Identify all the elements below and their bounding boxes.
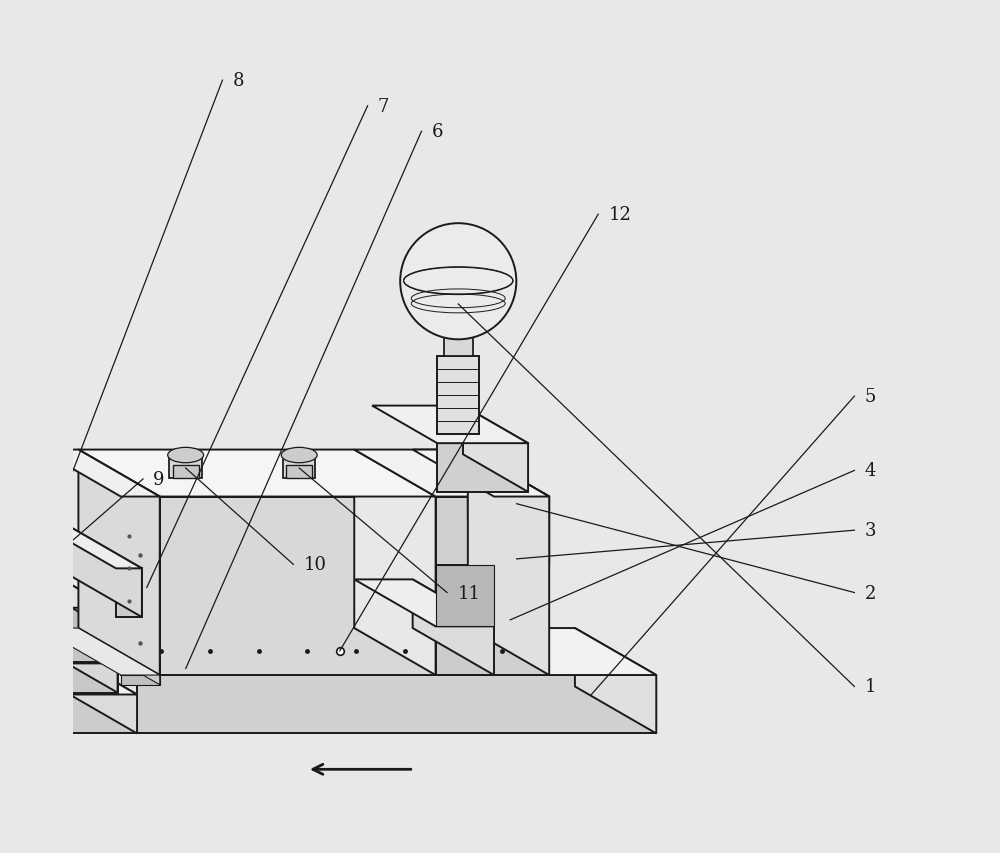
- Polygon shape: [494, 497, 549, 676]
- Polygon shape: [169, 456, 202, 479]
- Polygon shape: [0, 633, 114, 662]
- Polygon shape: [70, 527, 142, 618]
- Polygon shape: [78, 450, 436, 497]
- Text: 11: 11: [457, 583, 480, 602]
- Text: 7: 7: [378, 97, 389, 116]
- Polygon shape: [39, 589, 114, 662]
- Polygon shape: [0, 569, 111, 608]
- Polygon shape: [137, 676, 656, 734]
- Text: 12: 12: [608, 206, 631, 224]
- Polygon shape: [449, 328, 468, 337]
- Polygon shape: [436, 627, 494, 676]
- Ellipse shape: [281, 448, 317, 463]
- Polygon shape: [78, 450, 160, 676]
- Polygon shape: [43, 569, 111, 630]
- Polygon shape: [463, 406, 528, 492]
- Polygon shape: [0, 589, 114, 633]
- Text: 4: 4: [865, 461, 876, 480]
- Polygon shape: [413, 450, 549, 497]
- Polygon shape: [39, 629, 160, 676]
- Text: 3: 3: [865, 521, 876, 540]
- Polygon shape: [283, 456, 315, 479]
- Polygon shape: [44, 527, 142, 569]
- Text: 9: 9: [153, 470, 165, 489]
- Polygon shape: [437, 357, 479, 434]
- Polygon shape: [372, 406, 528, 444]
- Polygon shape: [468, 450, 549, 676]
- Polygon shape: [286, 465, 312, 479]
- Text: 2: 2: [865, 583, 876, 602]
- Polygon shape: [116, 569, 142, 618]
- Text: 1: 1: [865, 677, 876, 696]
- Polygon shape: [56, 629, 656, 676]
- Polygon shape: [354, 450, 549, 497]
- Polygon shape: [0, 694, 137, 734]
- Polygon shape: [437, 444, 528, 492]
- Polygon shape: [36, 617, 118, 693]
- Circle shape: [400, 223, 516, 339]
- Polygon shape: [436, 565, 494, 627]
- Polygon shape: [160, 497, 436, 676]
- Polygon shape: [0, 643, 137, 694]
- Polygon shape: [575, 629, 656, 734]
- Polygon shape: [354, 450, 436, 676]
- Polygon shape: [436, 497, 549, 565]
- Text: 5: 5: [865, 387, 876, 406]
- Polygon shape: [173, 465, 199, 479]
- Polygon shape: [78, 629, 160, 685]
- Polygon shape: [354, 580, 494, 627]
- Polygon shape: [468, 450, 549, 565]
- Polygon shape: [48, 643, 137, 734]
- Polygon shape: [0, 653, 7, 692]
- Text: 6: 6: [432, 123, 443, 142]
- Text: 10: 10: [304, 555, 327, 574]
- Polygon shape: [121, 676, 160, 685]
- Text: 8: 8: [233, 72, 244, 90]
- Ellipse shape: [168, 448, 204, 463]
- Polygon shape: [444, 337, 473, 357]
- Polygon shape: [121, 497, 160, 676]
- Polygon shape: [0, 608, 111, 630]
- Polygon shape: [0, 617, 118, 664]
- Polygon shape: [39, 450, 160, 497]
- Polygon shape: [0, 664, 118, 693]
- Polygon shape: [413, 580, 494, 676]
